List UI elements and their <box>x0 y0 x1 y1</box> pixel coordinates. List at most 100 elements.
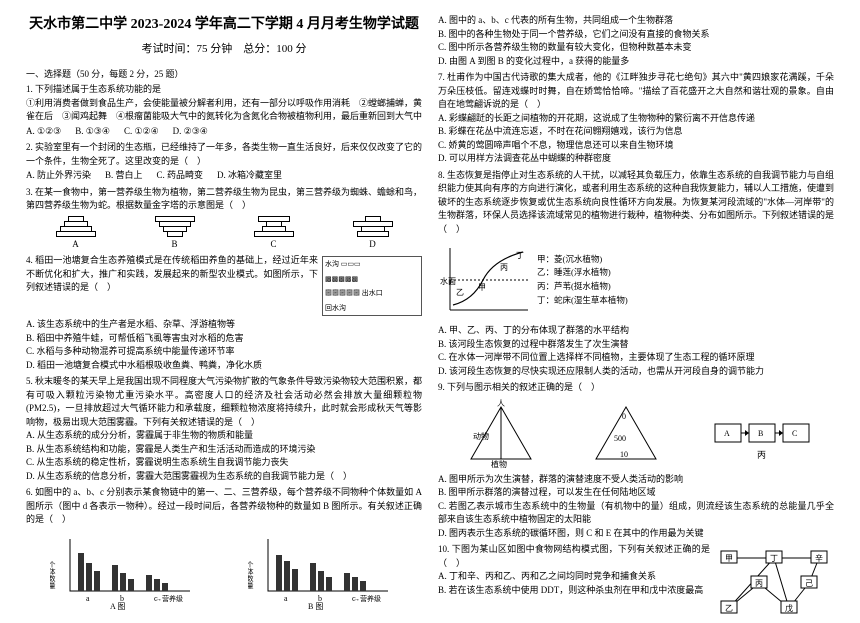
svg-text:丁: 丁 <box>516 251 524 260</box>
q1-b: B. ①③④ <box>75 125 110 139</box>
r4-b: B. 图甲所示群落的演替过程，可以发生在任何陆地区域 <box>438 486 834 500</box>
s-curve-diagram: 乙 甲 丙 丁 水面 <box>438 240 533 320</box>
svg-text:丙: 丙 <box>755 579 763 588</box>
svg-text:己: 己 <box>805 579 813 588</box>
svg-text:A: A <box>724 429 730 438</box>
r1-d: D. 由图 A 到图 B 的变化过程中，a 获得的能量多 <box>438 55 834 69</box>
q1-a: A. ①②③ <box>26 125 61 139</box>
r2-stem: 7. 杜甫作为中国古代诗歌的集大成者，他的《江畔独步寻花七绝句》其六中"黄四娘家… <box>438 72 834 109</box>
plant-legend: 甲：菱(沉水植物)乙：睡莲(浮水植物)丙：芦苇(挺水植物)丁：蛇床(湿生草本植物… <box>537 253 628 307</box>
q5: 5. 秋末暖冬的某天早上是我国出现不同程度大气污染物扩散的气象条件导致污染物较大… <box>26 375 422 483</box>
svg-text:个体数量: 个体数量 <box>50 561 56 589</box>
q1-c: C. ①②④ <box>124 125 159 139</box>
q2: 2. 实验室里有一个封闭的生态瓶，已经维持了一年多，各类生物一直生活良好，后来仅… <box>26 141 422 183</box>
svg-text:a: a <box>284 594 288 603</box>
r3-b: B. 该河段生态恢复的过程中群落发生了次生演替 <box>438 338 834 352</box>
q4-b: B. 稻田中养殖牛蛙，可帮低稻飞虱等害虫对水稻的危害 <box>26 332 422 346</box>
r4-d: D. 图丙表示生态系统的碳循环图，则 C 和 E 在其中的作用最为关键 <box>438 527 834 541</box>
q4-a: A. 该生态系统中的生产者是水稻、杂草、浮游植物等 <box>26 318 422 332</box>
q5-stem: 5. 秋末暖冬的某天早上是我国出现不同程度大气污染物扩散的气象条件导致污染物较大… <box>26 376 422 427</box>
svg-text:乙: 乙 <box>725 604 733 613</box>
r5-stem: 10. 下图为某山区如图中食物网结构模式图，下列有关叙述正确的是（ ） <box>438 544 710 568</box>
svg-text:C: C <box>792 429 797 438</box>
r4-stem: 9. 下列与图示相关的叙述正确的是（ ） <box>438 382 600 392</box>
r1-c: C. 图中所示各营养级生物的数量有较大变化，但物种数基本未变 <box>438 41 834 55</box>
fig-yi: 0 500 10 乙 <box>586 399 666 469</box>
svg-text:A 图: A 图 <box>110 602 125 611</box>
svg-text:0: 0 <box>622 412 626 421</box>
q5-b: B. 从生态系统结构和功能，雾霾是人类生产和生活活动而造成的环境污染 <box>26 443 422 457</box>
svg-text:戊: 戊 <box>785 603 793 613</box>
svg-text:甲: 甲 <box>725 554 733 563</box>
q4-c: C. 水稻与多种动物混养可提高系统中能量传递环节率 <box>26 345 422 359</box>
r4-opts: A. 图甲所示为次生演替，群落的演替速度不受人类活动的影响 B. 图甲所示群落的… <box>438 473 834 541</box>
r2-b: B. 彩蝶在花丛中流连忘返，不时在花间翱翔嬉戏，该行为信息 <box>438 125 834 139</box>
q6-stem: 6. 如图中的 a、b、c 分别表示某食物链中的第一、二、三营养级，每个营养级不… <box>26 487 422 524</box>
pyramid-row: ABCD <box>26 216 422 252</box>
r3-d: D. 该河段生态恢复的尽快实现还应限制人类的活动，也需从开河段自身的调节能力 <box>438 365 834 379</box>
bar-chart-pair: 个体数量abcA 图→营养级 个体数量abcB 图→营养级 <box>26 531 422 611</box>
right-column: A. 图中的 a、b、c 代表的所有生物，共同组成一个生物群落 B. 图中的各种… <box>430 14 842 594</box>
r3-c: C. 在水体一河岸带不同位置上选择样不同植物，主要体现了生态工程的循环原理 <box>438 351 834 365</box>
svg-text:水面: 水面 <box>440 276 456 286</box>
svg-text:辛: 辛 <box>815 553 823 563</box>
svg-text:B: B <box>758 429 763 438</box>
q1-d: D. ②③④ <box>173 125 208 139</box>
svg-text:丙: 丙 <box>757 450 766 460</box>
curve-legend-block: 乙 甲 丙 丁 水面 甲：菱(沉水植物)乙：睡莲(浮水植物)丙：芦苇(挺水植物)… <box>438 240 834 320</box>
chart-a: 个体数量abcA 图→营养级 <box>50 531 200 611</box>
r1-b: B. 图中的各种生物处于同一个营养级，它们之间没有直接的食物关系 <box>438 28 834 42</box>
r1: A. 图中的 a、b、c 代表的所有生物，共同组成一个生物群落 B. 图中的各种… <box>438 14 834 68</box>
q5-a: A. 从生态系统的成分分析，雾霾属于非生物的物质和能量 <box>26 429 422 443</box>
triangle-figs: 人 动物 植物 甲 0 500 10 乙 A B C 丙 <box>438 399 834 469</box>
svg-text:丁: 丁 <box>770 554 778 563</box>
q2-b: B. 营白上 <box>105 169 143 183</box>
section-choice-head: 一、选择题（50 分，每题 2 分，25 题） <box>26 68 422 82</box>
r3: 8. 生态恢复是指停止对生态系统的人干扰，以减轻其负载压力，依靠生态系统的自我调… <box>438 169 834 237</box>
r1-a: A. 图中的 a、b、c 代表的所有生物，共同组成一个生物群落 <box>438 14 834 28</box>
q2-c: C. 药品畸变 <box>157 169 204 183</box>
q2-a: A. 防止外界污染 <box>26 169 91 183</box>
r4: 9. 下列与图示相关的叙述正确的是（ ） <box>438 381 834 395</box>
r2-c: C. 娇黄的莺圆啼声唱个不息，物理信息还可以来自生物环境 <box>438 139 834 153</box>
r2: 7. 杜甫作为中国古代诗歌的集大成者，他的《江畔独步寻花七绝句》其六中"黄四娘家… <box>438 71 834 166</box>
svg-text:a: a <box>86 594 90 603</box>
svg-text:动物: 动物 <box>473 431 489 441</box>
r2-a: A. 彩蝶翩跹的长距之间植物的开花期，这说成了生物物种的繁衍离不开信息传递 <box>438 112 834 126</box>
q1-line1: ①利用消费者做到食品生产，会使能量被分解者利用，还有一部分以呼吸作用消耗 ②螳螂… <box>26 98 422 122</box>
r4-a: A. 图甲所示为次生演替，群落的演替速度不受人类活动的影响 <box>438 473 834 487</box>
q2-d: D. 冰箱冷藏室里 <box>217 169 282 183</box>
fig-jia: 人 动物 植物 甲 <box>461 399 541 469</box>
exam-subtitle: 考试时间：75 分钟 总分：100 分 <box>26 41 422 58</box>
fig-bing: A B C 丙 <box>711 404 811 464</box>
svg-text:个体数量: 个体数量 <box>248 561 254 589</box>
r3-opts: A. 甲、乙、丙、丁的分布体现了群落的水平结构 B. 该河段生态恢复的过程中群落… <box>438 324 834 378</box>
svg-text:→营养级: →营养级 <box>155 594 183 603</box>
r3-stem: 8. 生态恢复是指停止对生态系统的人干扰，以减轻其负载压力，依靠生态系统的自我调… <box>438 170 834 234</box>
left-column: 天水市第二中学 2023-2024 学年高二下学期 4 月月考生物学试题 考试时… <box>18 14 430 594</box>
q6: 6. 如图中的 a、b、c 分别表示某食物链中的第一、二、三营养级，每个营养级不… <box>26 486 422 527</box>
q5-d: D. 从生态系统的信息分析，雾霾大范围雾霾视为生态系统的自我调节能力是（ ） <box>26 470 422 484</box>
q1: 1. 下列描述属于生态系统功能的是 ①利用消费者做到食品生产，会使能量被分解者利… <box>26 83 422 138</box>
svg-text:B 图: B 图 <box>308 602 323 611</box>
svg-text:500: 500 <box>614 434 626 443</box>
pond-diagram: 水沟 ▭▭▭ ▩▩▩▩▩ ▩▩▩▩▩ 出水口 回水沟 <box>322 256 422 316</box>
q4-d: D. 稻田一池塘复合模式中水稻根吸收鱼粪、鸭粪，净化水质 <box>26 359 422 373</box>
svg-text:10: 10 <box>620 450 628 459</box>
svg-text:→营养级: →营养级 <box>353 594 381 603</box>
q3-stem: 3. 在某一食物中，第一营养级生物为植物，第二营养级生物为昆虫，第三营养级为蜘蛛… <box>26 187 422 211</box>
exam-title: 天水市第二中学 2023-2024 学年高二下学期 4 月月考生物学试题 <box>26 14 422 35</box>
svg-text:人: 人 <box>497 399 505 408</box>
q3: 3. 在某一食物中，第一营养级生物为植物，第二营养级生物为昆虫，第三营养级为蜘蛛… <box>26 186 422 213</box>
r2-d: D. 可以用样方法调查花丛中蝴蝶的种群密度 <box>438 152 834 166</box>
r4-c: C. 若图乙表示城市生态系统中的生物量（有机物中的量）组成，则流经该生态系统的总… <box>438 500 834 527</box>
q4: 水沟 ▭▭▭ ▩▩▩▩▩ ▩▩▩▩▩ 出水口 回水沟 4. 稻田一池塘复合生态养… <box>26 254 422 372</box>
r3-a: A. 甲、乙、丙、丁的分布体现了群落的水平结构 <box>438 324 834 338</box>
food-web-diagram: 甲乙 丙 丁戊 己 辛 <box>714 543 834 623</box>
q5-c: C. 从生态系统的稳定性析，雾霾说明生态系统生自我调节能力丧失 <box>26 456 422 470</box>
q1-stem: 1. 下列描述属于生态系统功能的是 <box>26 84 161 94</box>
chart-b: 个体数量abcB 图→营养级 <box>248 531 398 611</box>
svg-text:植物: 植物 <box>491 459 507 469</box>
q4-stem: 4. 稻田一池塘复合生态养殖模式是在传统稻田养鱼的基础上，经过近年来不断优化和扩… <box>26 255 318 292</box>
svg-text:丙: 丙 <box>500 263 508 272</box>
